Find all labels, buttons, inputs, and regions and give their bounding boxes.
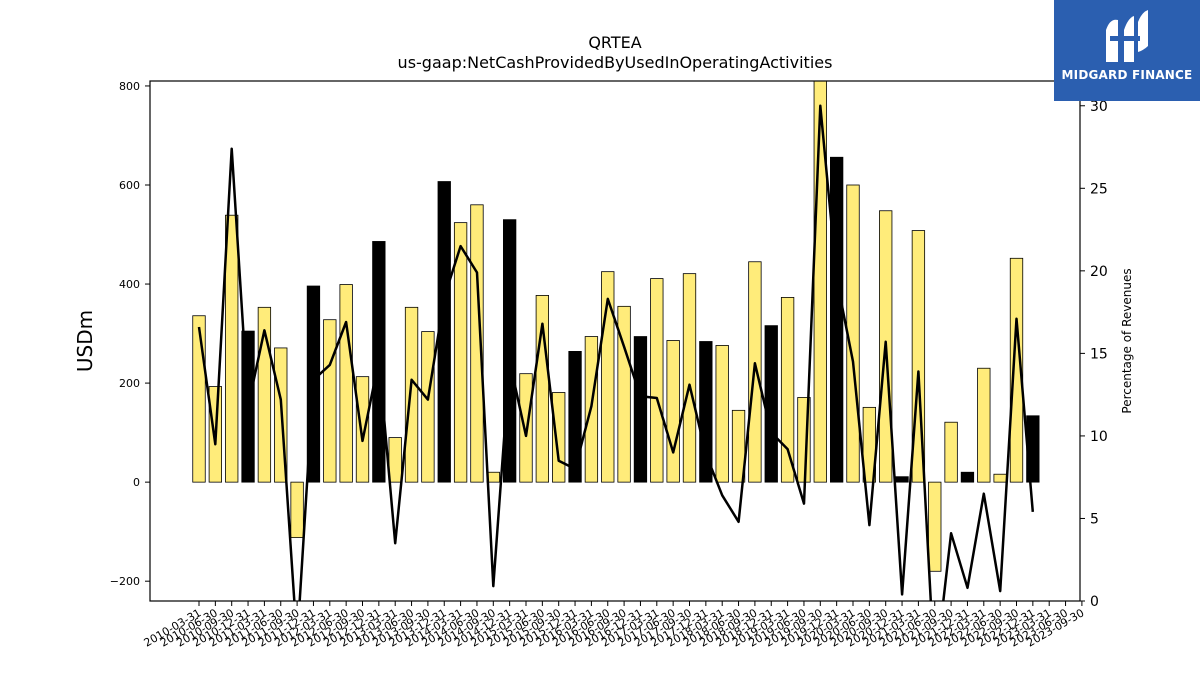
y-tick-label-right: 0 (1090, 594, 1099, 610)
bar (453, 222, 468, 483)
y-axis-label-right: Percentage of Revenues (1120, 268, 1134, 413)
bar (1009, 257, 1024, 483)
y-tick-label-left: 600 (119, 179, 140, 192)
logo-mark-icon (1106, 10, 1148, 62)
bar (699, 341, 713, 483)
bar (290, 481, 304, 539)
bar (421, 331, 435, 483)
bar (977, 367, 991, 483)
logo-text: MIDGARD FINANCE (1061, 68, 1193, 82)
bar (225, 214, 239, 483)
revenue-percentage-line (197, 104, 1035, 601)
y-tick-label-right: 30 (1090, 99, 1108, 115)
axes: −20002004006008000510152025302010-03-312… (110, 80, 1108, 650)
bar (502, 219, 517, 483)
bar (731, 409, 746, 483)
bar (895, 476, 909, 483)
bar (257, 306, 272, 483)
bar (323, 319, 337, 483)
bar (960, 471, 975, 483)
bar (552, 392, 566, 483)
plot-frame (149, 80, 1081, 602)
y-tick-label-left: 800 (119, 80, 140, 93)
bar (780, 297, 795, 483)
bar (682, 273, 697, 483)
bar (355, 376, 370, 483)
bar (666, 340, 680, 483)
y-tick-label-right: 10 (1090, 429, 1108, 445)
bar (568, 350, 582, 483)
y-tick-label-right: 15 (1090, 346, 1108, 362)
bar (928, 481, 942, 572)
y-tick-label-right: 20 (1090, 264, 1108, 280)
bar (830, 156, 844, 483)
bar (404, 306, 419, 483)
bar (470, 204, 484, 483)
bar (993, 473, 1007, 483)
y-tick-label-right: 5 (1090, 511, 1099, 527)
y-tick-label-left: 200 (119, 377, 140, 390)
bar (388, 437, 402, 483)
bar (617, 305, 631, 483)
bar (650, 278, 664, 483)
y-axis-label-left: USDm (73, 310, 97, 372)
bar (633, 336, 648, 483)
y-tick-label-left: 400 (119, 278, 140, 291)
midgard-finance-logo: MIDGARD FINANCE (1054, 0, 1200, 101)
y-tick-label-left: 0 (133, 476, 140, 489)
bar (715, 345, 729, 483)
y-tick-label-left: −200 (110, 575, 140, 588)
chart-subtitle: us-gaap:NetCashProvidedByUsedInOperating… (398, 53, 833, 72)
y-tick-label-right: 25 (1090, 181, 1108, 197)
bar (944, 421, 958, 483)
chart-title: QRTEA (588, 33, 641, 52)
bar (764, 325, 778, 483)
bar (339, 284, 353, 483)
line-series (197, 104, 1035, 601)
bar (192, 315, 206, 483)
